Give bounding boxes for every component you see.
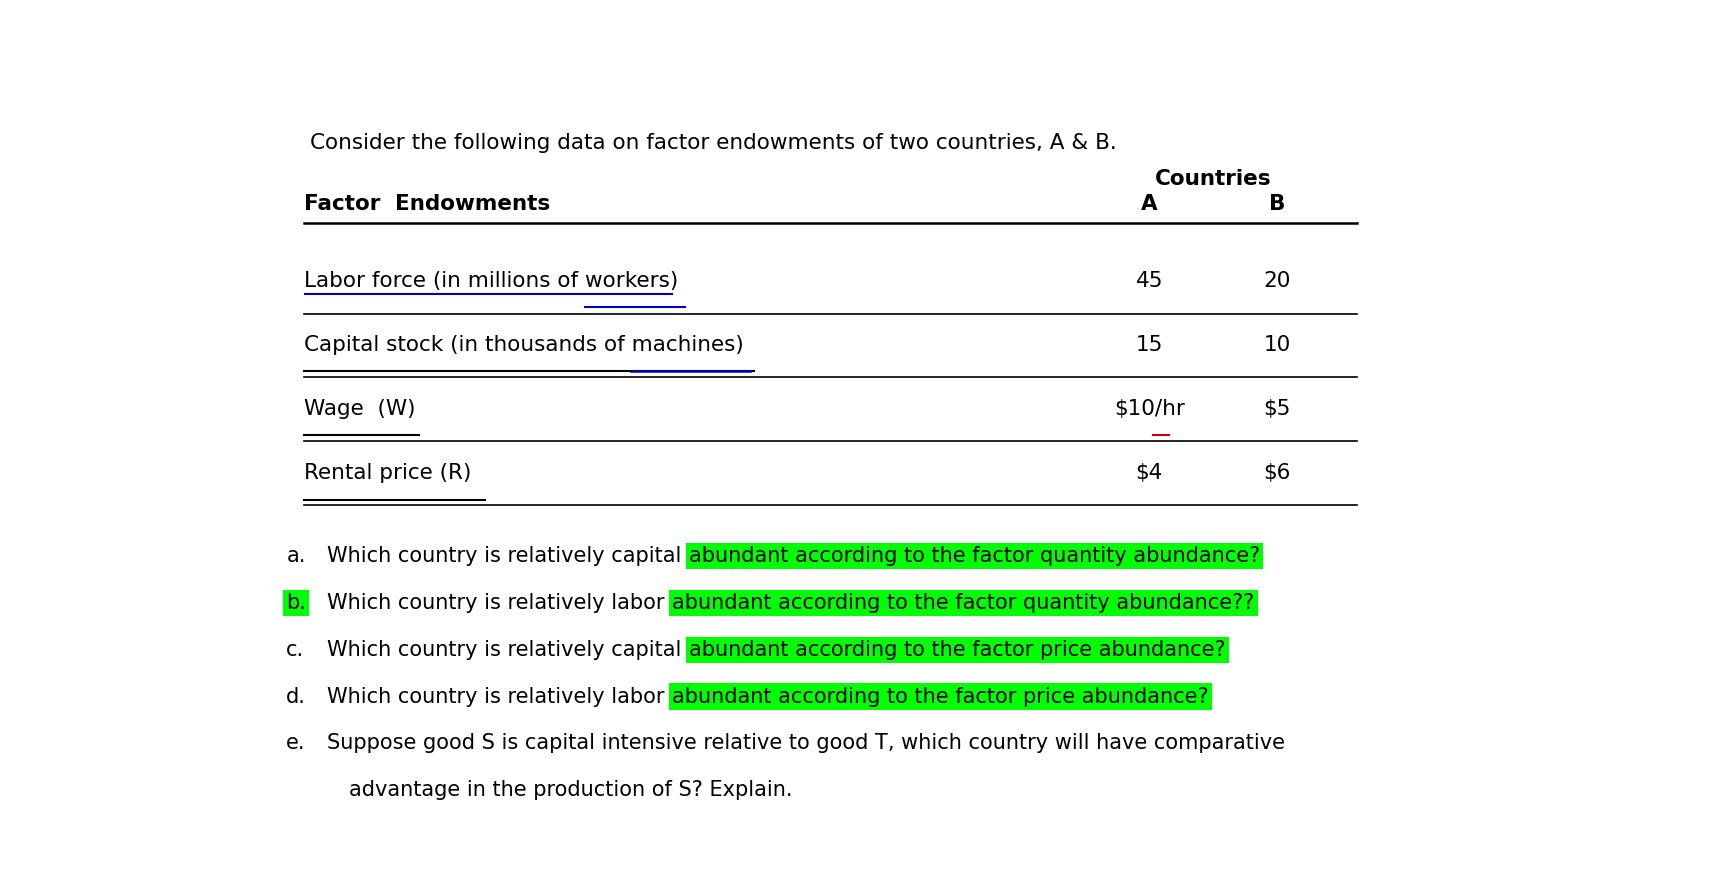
Text: $5: $5 (1263, 399, 1290, 418)
Text: Factor: Factor (303, 194, 379, 214)
Text: Wage  (W): Wage (W) (303, 399, 416, 418)
Text: abundant according to the factor quantity abundance??: abundant according to the factor quantit… (672, 593, 1254, 613)
Text: Suppose good S is capital intensive relative to good T, which country will have : Suppose good S is capital intensive rela… (327, 733, 1285, 754)
Text: b.: b. (286, 593, 307, 613)
Text: 15: 15 (1136, 334, 1164, 355)
Text: Consider the following data on factor endowments of two countries, A & B.: Consider the following data on factor en… (310, 133, 1117, 154)
Text: $10/hr: $10/hr (1114, 399, 1185, 418)
Text: c.: c. (286, 640, 305, 660)
Text: B: B (1270, 194, 1285, 214)
Text: e.: e. (286, 733, 307, 754)
Text: Labor force (in millions of workers): Labor force (in millions of workers) (303, 271, 684, 291)
Text: Capital stock (in thousands of machines): Capital stock (in thousands of machines) (303, 334, 750, 355)
Text: 10: 10 (1263, 334, 1290, 355)
Text: Countries: Countries (1155, 168, 1271, 189)
Text: abundant according to the factor price abundance?: abundant according to the factor price a… (689, 640, 1226, 660)
Text: $4: $4 (1136, 463, 1164, 484)
Text: a.: a. (286, 546, 305, 566)
Text: abundant according to the factor quantity abundance?: abundant according to the factor quantit… (689, 546, 1261, 566)
Text: Rental price (R): Rental price (R) (303, 463, 478, 484)
Text: 45: 45 (1136, 271, 1164, 291)
Text: A: A (1141, 194, 1157, 214)
Text: Which country is relatively labor: Which country is relatively labor (327, 687, 670, 706)
Text: advantage in the production of S? Explain.: advantage in the production of S? Explai… (350, 780, 793, 800)
Text: 20: 20 (1263, 271, 1290, 291)
Text: Which country is relatively labor: Which country is relatively labor (327, 593, 670, 613)
Text: Which country is relatively capital: Which country is relatively capital (327, 546, 688, 566)
Text: Which country is relatively capital: Which country is relatively capital (327, 640, 688, 660)
Text: Endowments: Endowments (395, 194, 551, 214)
Text: $6: $6 (1263, 463, 1290, 484)
Text: d.: d. (286, 687, 307, 706)
Text: abundant according to the factor price abundance?: abundant according to the factor price a… (672, 687, 1209, 706)
